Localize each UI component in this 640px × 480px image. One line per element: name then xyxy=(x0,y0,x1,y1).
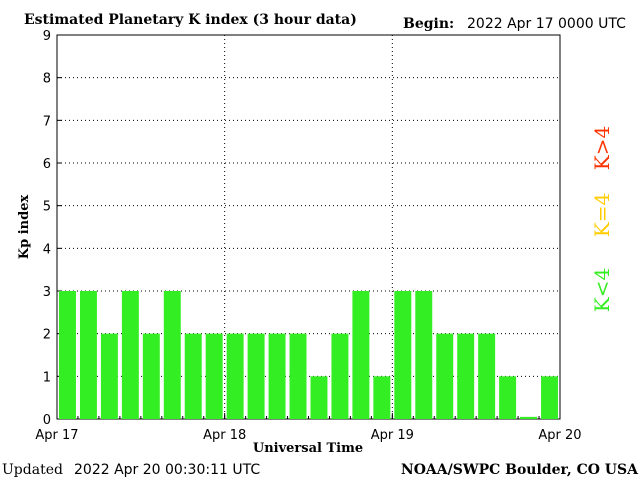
y-axis-title: Kp index xyxy=(17,195,32,260)
kp-bar xyxy=(478,333,496,419)
kp-bar xyxy=(331,333,349,419)
x-tick-label: Apr 17 xyxy=(35,428,78,443)
x-tick-label: Apr 18 xyxy=(203,428,246,443)
kp-bar xyxy=(499,376,517,419)
kp-bar xyxy=(373,376,391,419)
kp-bar xyxy=(184,333,202,419)
kp-bar xyxy=(205,333,223,419)
y-tick-label: 7 xyxy=(43,114,51,129)
kp-bar xyxy=(310,376,328,419)
kp-bar xyxy=(415,291,433,419)
y-tick-label: 2 xyxy=(43,328,51,343)
kp-bar xyxy=(226,333,244,419)
y-tick-label: 4 xyxy=(43,242,51,257)
kp-bar xyxy=(436,333,454,419)
y-tick-label: 5 xyxy=(43,200,51,215)
plot-area xyxy=(56,34,561,420)
kp-bar xyxy=(457,333,475,419)
kp-bar xyxy=(121,291,139,419)
legend-item: K<4 xyxy=(590,268,614,312)
y-tick-labels: 0 1 2 3 4 5 6 7 8 9 xyxy=(43,29,51,428)
y-tick-label: 3 xyxy=(43,285,51,300)
kp-bar xyxy=(79,291,97,419)
updated-label: Updated xyxy=(2,462,63,478)
kp-bar xyxy=(100,333,118,419)
source-credit: NOAA/SWPC Boulder, CO USA xyxy=(401,462,639,478)
kp-bar xyxy=(163,291,181,419)
x-axis-title: Universal Time xyxy=(253,441,363,456)
kp-bar xyxy=(394,291,412,419)
legend-item: K=4 xyxy=(590,193,614,237)
kp-legend: K<4 K=4 K>4 xyxy=(590,126,614,312)
kp-bar xyxy=(520,416,538,419)
kp-bar xyxy=(541,376,558,419)
kp-bar xyxy=(289,333,307,419)
chart-title: Estimated Planetary K index (3 hour data… xyxy=(24,12,357,28)
legend-item: K>4 xyxy=(590,126,614,170)
begin-label: Begin: xyxy=(403,16,454,32)
x-tick-label: Apr 20 xyxy=(538,428,581,443)
x-tick-labels: Apr 17 Apr 18 Apr 19 Apr 20 xyxy=(35,428,581,443)
y-tick-label: 0 xyxy=(43,413,51,428)
kp-bar xyxy=(142,333,160,419)
kp-bar xyxy=(268,333,286,419)
y-tick-label: 6 xyxy=(43,157,51,172)
kp-bar xyxy=(247,333,265,419)
kp-bar xyxy=(59,291,76,419)
updated-value: 2022 Apr 20 00:30:11 UTC xyxy=(74,462,260,478)
bars xyxy=(59,291,558,419)
y-tick-label: 1 xyxy=(43,370,51,385)
y-tick-label: 9 xyxy=(43,29,51,44)
x-tick-label: Apr 19 xyxy=(371,428,414,443)
kp-bar xyxy=(352,291,370,419)
y-tick-label: 8 xyxy=(43,72,51,87)
begin-value: 2022 Apr 17 0000 UTC xyxy=(467,16,626,32)
